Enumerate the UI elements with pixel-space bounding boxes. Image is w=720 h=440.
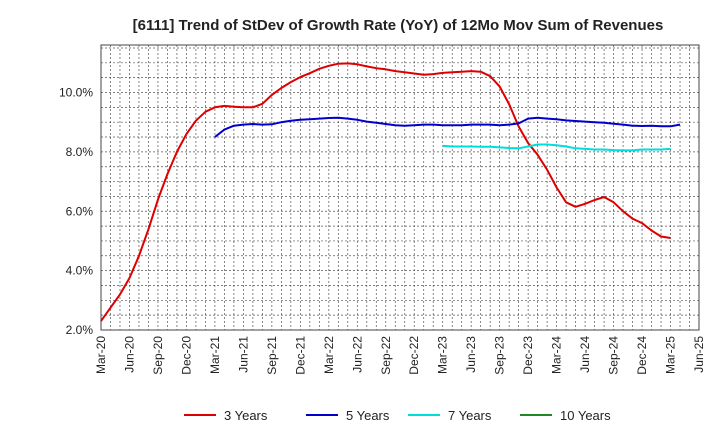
legend-label-10-years: 10 Years [560,408,611,423]
x-tick-label: Sep-21 [265,336,279,375]
chart-title: [6111] Trend of StDev of Growth Rate (Yo… [133,17,664,34]
legend: 3 Years 5 Years 7 Years 10 Years [184,408,611,423]
x-tick-label: Mar-23 [436,336,450,374]
series-line-5-years [214,116,681,138]
x-tick-label: Dec-20 [179,336,193,375]
x-tick-label: Sep-20 [151,336,165,375]
x-tick-label: Jun-25 [692,336,706,373]
y-tick-label: 2.0% [66,323,94,337]
x-tick-label: Jun-24 [578,336,592,373]
x-tick-label: Mar-22 [322,336,336,374]
x-tick-label: Sep-24 [607,336,621,375]
legend-label-7-years: 7 Years [448,408,492,423]
x-tick-label: Mar-25 [664,336,678,374]
x-tick-label: Sep-23 [493,336,507,375]
x-tick-label: Jun-23 [464,336,478,373]
y-axis-ticks: 2.0% 4.0% 6.0% 8.0% 10.0% [59,86,93,338]
plot-area [100,44,700,331]
series-line-3-years [100,62,671,322]
x-tick-label: Mar-24 [550,336,564,374]
y-tick-label: 6.0% [66,204,94,218]
x-tick-label: Dec-21 [293,336,307,375]
grid [101,45,699,330]
x-tick-label: Dec-23 [521,336,535,375]
y-tick-label: 8.0% [66,145,94,159]
x-tick-label: Jun-20 [122,336,136,373]
x-axis-ticks: Mar-20 Jun-20 Sep-20 Dec-20 Mar-21 Jun-21 Sep-… [94,336,706,375]
y-tick-label: 4.0% [66,264,94,278]
x-tick-label: Jun-22 [350,336,364,373]
x-tick-label: Dec-24 [635,336,649,375]
series-line-7-years [442,143,671,152]
x-tick-label: Sep-22 [379,336,393,375]
legend-label-5-years: 5 Years [346,408,390,423]
x-tick-label: Mar-21 [208,336,222,374]
series-lines [100,62,681,322]
y-tick-label: 10.0% [59,86,93,100]
x-tick-label: Dec-22 [407,336,421,375]
x-tick-label: Mar-20 [94,336,108,374]
x-tick-label: Jun-21 [236,336,250,373]
legend-label-3-years: 3 Years [224,408,268,423]
